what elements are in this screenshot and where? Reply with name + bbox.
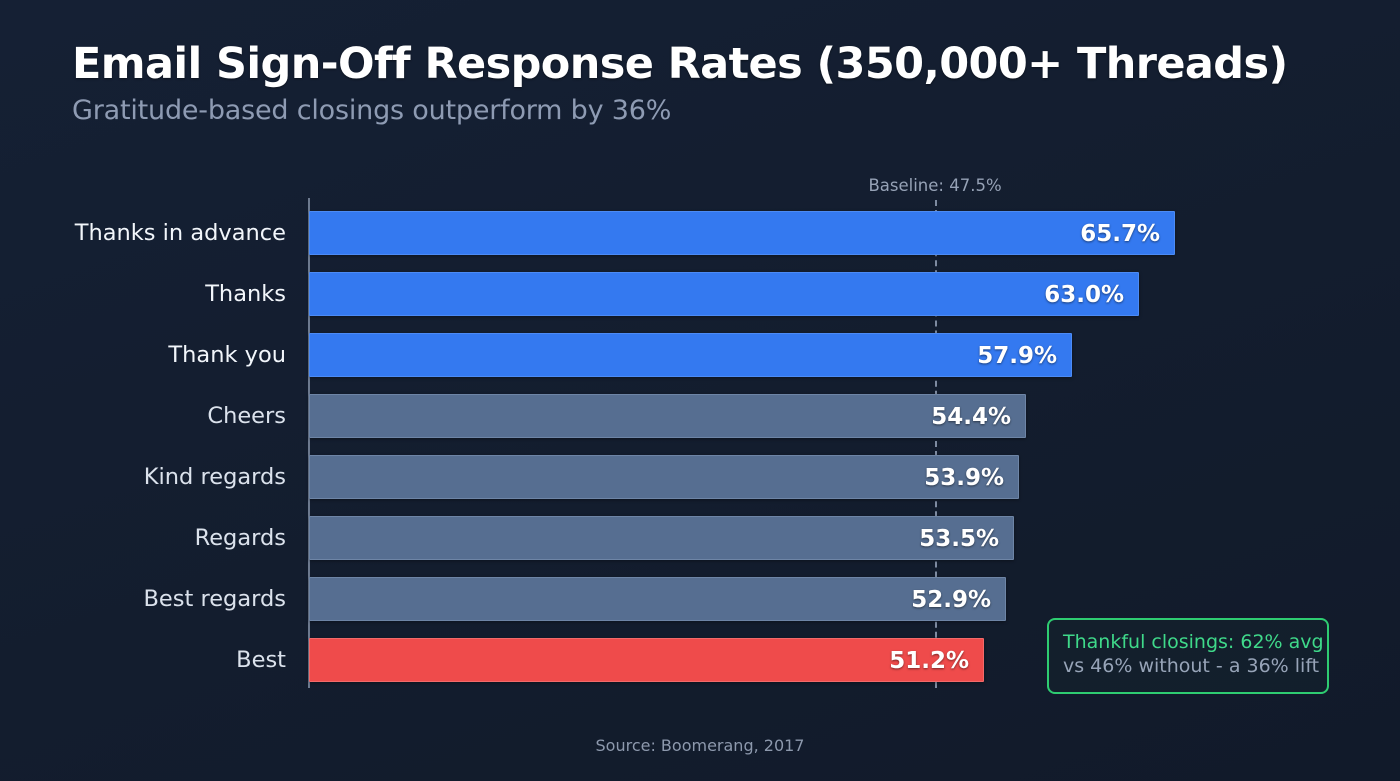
bar-category-label: Best [236,647,286,673]
source-note: Source: Boomerang, 2017 [595,736,805,755]
bar-value-label: 54.4% [931,404,1011,430]
bar-value-label: 53.9% [924,465,1004,491]
bar[interactable]: 52.9% [309,577,1006,621]
bar-value-label: 53.5% [919,526,999,552]
bar-category-label: Thanks in advance [74,220,286,246]
bar-category-label: Kind regards [143,464,286,490]
y-axis-line [308,198,310,688]
page-title: Email Sign-Off Response Rates (350,000+ … [72,39,1288,89]
baseline-label: Baseline: 47.5% [868,176,1002,195]
bar-value-label: 63.0% [1044,282,1124,308]
bar[interactable]: 65.7% [309,211,1175,255]
baseline-reference-line [935,200,938,688]
bar-value-label: 51.2% [889,648,969,674]
bar-category-label: Thank you [168,342,286,368]
bar-value-label: 65.7% [1080,221,1160,247]
bar-category-label: Best regards [143,586,286,612]
insight-callout-line-2: vs 46% without - a 36% lift [1063,654,1320,677]
chart-header: Email Sign-Off Response Rates (350,000+ … [72,40,1288,126]
bar[interactable]: 57.9% [309,333,1072,377]
bar-value-label: 57.9% [977,343,1057,369]
bar-value-label: 52.9% [911,587,991,613]
bar-category-label: Thanks [205,281,286,307]
bar[interactable]: 54.4% [309,394,1026,438]
insight-callout: Thankful closings: 62% avg vs 46% withou… [1047,618,1329,694]
bar[interactable]: 53.9% [309,455,1019,499]
chart-subtitle: Gratitude-based closings outperform by 3… [72,95,672,127]
bar-category-label: Regards [194,525,286,551]
insight-callout-line-1: Thankful closings: 62% avg [1063,631,1324,653]
bar[interactable]: 51.2% [309,638,984,682]
bar[interactable]: 63.0% [309,272,1139,316]
bar[interactable]: 53.5% [309,516,1014,560]
bar-category-label: Cheers [207,403,286,429]
